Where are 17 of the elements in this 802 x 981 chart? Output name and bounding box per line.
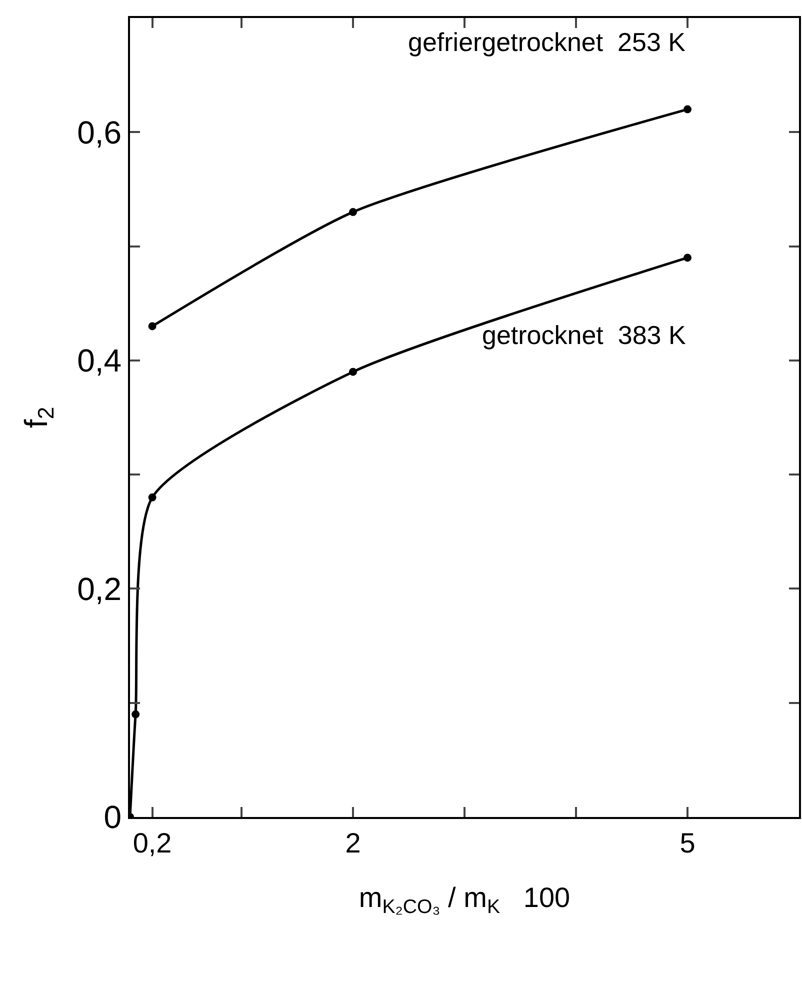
point [684,105,692,114]
point [684,254,692,262]
x-tick-label: 2 [345,828,361,859]
y-tick-label: 0 [104,799,122,836]
series-label: getrocknet 383 K [482,320,686,350]
y-tick-label: 0,4 [77,342,122,379]
series-label: gefriergetrocknet 253 K [408,27,686,57]
point [132,710,140,718]
x-tick-label: 5 [680,828,696,859]
point [349,368,357,376]
x-axis-title: m$_{K₂CO₃}$ / m$_{K}$ 100 [358,882,570,918]
x-tick-label: 0,2 [132,828,172,859]
point [349,208,357,216]
y-tick-label: 0,6 [77,114,122,150]
y-tick-label: 0,2 [77,570,122,607]
point [148,322,156,330]
point [148,493,156,502]
